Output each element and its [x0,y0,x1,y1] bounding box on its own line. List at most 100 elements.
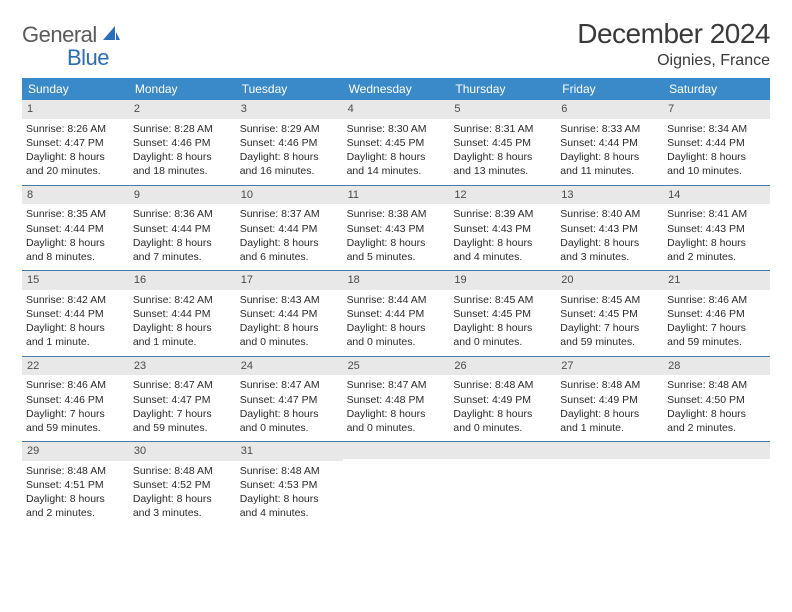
sunset-text: Sunset: 4:43 PM [453,222,552,236]
calendar-day-cell: 17Sunrise: 8:43 AMSunset: 4:44 PMDayligh… [236,271,343,356]
day-number-row: 29 [22,442,129,461]
day-number-row: 16 [129,271,236,290]
day-number: 15 [27,274,39,286]
day-number-row: 7 [663,100,770,119]
daylight-text: and 2 minutes. [26,506,125,520]
sunset-text: Sunset: 4:45 PM [347,136,446,150]
sunset-text: Sunset: 4:47 PM [133,393,232,407]
daylight-text: Daylight: 8 hours [26,492,125,506]
weekday-header: Monday [129,78,236,100]
day-number: 17 [241,274,253,286]
daylight-text: and 0 minutes. [347,421,446,435]
sunrise-text: Sunrise: 8:42 AM [133,293,232,307]
day-number: 8 [27,189,33,201]
calendar-day-cell: 13Sunrise: 8:40 AMSunset: 4:43 PMDayligh… [556,186,663,271]
sunrise-text: Sunrise: 8:48 AM [453,378,552,392]
daylight-text: and 59 minutes. [133,421,232,435]
brand-part2: Blue [67,45,109,70]
sunset-text: Sunset: 4:45 PM [560,307,659,321]
sunrise-text: Sunrise: 8:48 AM [133,464,232,478]
sunset-text: Sunset: 4:44 PM [560,136,659,150]
sunset-text: Sunset: 4:44 PM [26,222,125,236]
calendar-day-cell: 14Sunrise: 8:41 AMSunset: 4:43 PMDayligh… [663,186,770,271]
daylight-text: Daylight: 7 hours [667,321,766,335]
daylight-text: Daylight: 8 hours [240,321,339,335]
daylight-text: and 3 minutes. [560,250,659,264]
sunset-text: Sunset: 4:53 PM [240,478,339,492]
day-number: 30 [134,445,146,457]
day-number: 18 [348,274,360,286]
day-number-row: 12 [449,186,556,205]
weekday-header-row: SundayMondayTuesdayWednesdayThursdayFrid… [22,78,770,100]
calendar-day-cell: 20Sunrise: 8:45 AMSunset: 4:45 PMDayligh… [556,271,663,356]
day-number: 19 [454,274,466,286]
day-number-row: 17 [236,271,343,290]
day-number-row [343,442,450,459]
day-number-row: 25 [343,357,450,376]
day-number: 26 [454,360,466,372]
calendar-day-cell: 5Sunrise: 8:31 AMSunset: 4:45 PMDaylight… [449,100,556,185]
daylight-text: Daylight: 8 hours [26,150,125,164]
calendar-day-cell: 24Sunrise: 8:47 AMSunset: 4:47 PMDayligh… [236,357,343,442]
calendar-empty-cell [343,442,450,527]
daylight-text: and 3 minutes. [133,506,232,520]
daylight-text: and 0 minutes. [240,421,339,435]
calendar-week-row: 1Sunrise: 8:26 AMSunset: 4:47 PMDaylight… [22,100,770,186]
sunrise-text: Sunrise: 8:48 AM [240,464,339,478]
page-header: General December 2024 Oignies, France [22,18,770,70]
day-number-row: 26 [449,357,556,376]
sunrise-text: Sunrise: 8:42 AM [26,293,125,307]
daylight-text: and 59 minutes. [667,335,766,349]
sunset-text: Sunset: 4:45 PM [453,136,552,150]
daylight-text: and 16 minutes. [240,164,339,178]
sunrise-text: Sunrise: 8:37 AM [240,207,339,221]
brand-sail-icon [101,24,121,47]
calendar-grid: SundayMondayTuesdayWednesdayThursdayFrid… [22,78,770,527]
day-number-row: 2 [129,100,236,119]
sunset-text: Sunset: 4:43 PM [560,222,659,236]
calendar-day-cell: 10Sunrise: 8:37 AMSunset: 4:44 PMDayligh… [236,186,343,271]
sunrise-text: Sunrise: 8:34 AM [667,122,766,136]
calendar-day-cell: 27Sunrise: 8:48 AMSunset: 4:49 PMDayligh… [556,357,663,442]
calendar-week-row: 15Sunrise: 8:42 AMSunset: 4:44 PMDayligh… [22,271,770,357]
day-number: 11 [348,189,359,201]
day-number-row: 19 [449,271,556,290]
sunset-text: Sunset: 4:52 PM [133,478,232,492]
day-number-row: 14 [663,186,770,205]
sunrise-text: Sunrise: 8:35 AM [26,207,125,221]
day-number-row: 21 [663,271,770,290]
sunset-text: Sunset: 4:44 PM [347,307,446,321]
daylight-text: Daylight: 8 hours [26,321,125,335]
sunset-text: Sunset: 4:47 PM [240,393,339,407]
day-number: 7 [668,103,674,115]
calendar-day-cell: 6Sunrise: 8:33 AMSunset: 4:44 PMDaylight… [556,100,663,185]
sunrise-text: Sunrise: 8:47 AM [347,378,446,392]
sunset-text: Sunset: 4:44 PM [133,307,232,321]
sunrise-text: Sunrise: 8:47 AM [240,378,339,392]
daylight-text: Daylight: 8 hours [133,236,232,250]
daylight-text: and 11 minutes. [560,164,659,178]
sunset-text: Sunset: 4:49 PM [560,393,659,407]
sunrise-text: Sunrise: 8:48 AM [560,378,659,392]
day-number-row: 5 [449,100,556,119]
sunset-text: Sunset: 4:44 PM [26,307,125,321]
calendar-day-cell: 15 Sunrise: 8:42 AMSunset: 4:44 PMDayligh… [22,271,129,356]
sunset-text: Sunset: 4:51 PM [26,478,125,492]
daylight-text: Daylight: 8 hours [453,236,552,250]
daylight-text: Daylight: 8 hours [453,321,552,335]
day-number-row: 6 [556,100,663,119]
sunset-text: Sunset: 4:49 PM [453,393,552,407]
day-number: 13 [561,189,573,201]
day-number-row: 23 [129,357,236,376]
sunrise-text: Sunrise: 8:48 AM [26,464,125,478]
day-number-row: 11 [343,186,450,205]
calendar-empty-cell [449,442,556,527]
sunset-text: Sunset: 4:44 PM [667,136,766,150]
weekday-header: Sunday [22,78,129,100]
sunrise-text: Sunrise: 8:45 AM [560,293,659,307]
day-number-row: 13 [556,186,663,205]
sunset-text: Sunset: 4:44 PM [240,307,339,321]
day-number: 9 [134,189,140,201]
calendar-day-cell: 12Sunrise: 8:39 AMSunset: 4:43 PMDayligh… [449,186,556,271]
sunrise-text: Sunrise: 8:29 AM [240,122,339,136]
